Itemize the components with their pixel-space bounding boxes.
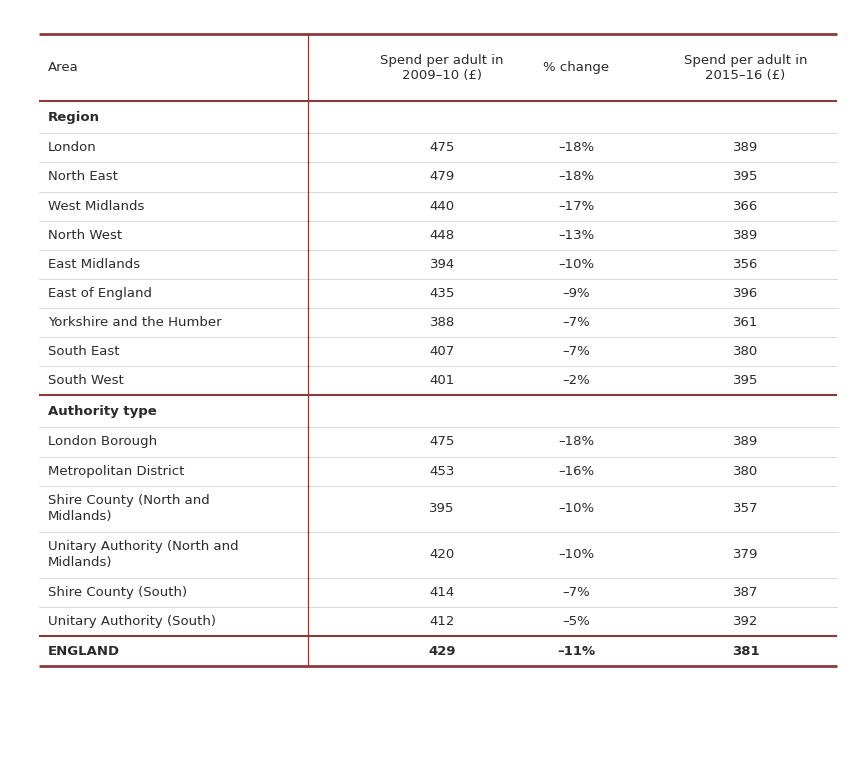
Text: –2%: –2% [563, 375, 590, 387]
Text: –10%: –10% [558, 258, 595, 270]
Text: 412: 412 [429, 615, 455, 627]
Text: 475: 475 [429, 142, 455, 154]
Text: 475: 475 [429, 436, 455, 448]
Text: –17%: –17% [558, 200, 595, 212]
Text: 380: 380 [733, 345, 759, 358]
Text: –18%: –18% [558, 171, 595, 183]
Text: 389: 389 [733, 436, 759, 448]
Text: 429: 429 [428, 645, 456, 657]
Text: –16%: –16% [558, 465, 595, 477]
Text: –7%: –7% [563, 345, 590, 358]
Text: –11%: –11% [557, 645, 596, 657]
Text: London: London [48, 142, 96, 154]
Text: East of England: East of England [48, 287, 152, 300]
Text: Unitary Authority (North and
Midlands): Unitary Authority (North and Midlands) [48, 540, 238, 569]
Text: Region: Region [48, 111, 100, 123]
Text: South West: South West [48, 375, 123, 387]
Text: Area: Area [48, 61, 78, 74]
Text: 420: 420 [429, 548, 455, 561]
Text: Spend per adult in
2009–10 (£): Spend per adult in 2009–10 (£) [381, 54, 504, 82]
Text: 448: 448 [430, 229, 454, 241]
Text: % change: % change [544, 61, 610, 74]
Text: 357: 357 [733, 502, 759, 515]
Text: 440: 440 [430, 200, 454, 212]
Text: East Midlands: East Midlands [48, 258, 140, 270]
Text: 356: 356 [733, 258, 759, 270]
Text: North East: North East [48, 171, 118, 183]
Text: Shire County (South): Shire County (South) [48, 586, 186, 598]
Text: Authority type: Authority type [48, 405, 156, 417]
Text: 387: 387 [733, 586, 759, 598]
Text: 407: 407 [429, 345, 455, 358]
Text: 381: 381 [732, 645, 759, 657]
Text: –10%: –10% [558, 502, 595, 515]
Text: –10%: –10% [558, 548, 595, 561]
Text: 479: 479 [429, 171, 455, 183]
Text: 394: 394 [429, 258, 455, 270]
Text: 389: 389 [733, 229, 759, 241]
Text: –7%: –7% [563, 316, 590, 329]
Text: –18%: –18% [558, 142, 595, 154]
Text: 396: 396 [733, 287, 759, 300]
Text: ENGLAND: ENGLAND [48, 645, 120, 657]
Text: 389: 389 [733, 142, 759, 154]
Text: 388: 388 [429, 316, 455, 329]
Text: Unitary Authority (South): Unitary Authority (South) [48, 615, 216, 627]
Text: 401: 401 [429, 375, 455, 387]
Text: 361: 361 [733, 316, 759, 329]
Text: 395: 395 [429, 502, 455, 515]
Text: –18%: –18% [558, 436, 595, 448]
Text: 380: 380 [733, 465, 759, 477]
Text: Yorkshire and the Humber: Yorkshire and the Humber [48, 316, 221, 329]
Text: South East: South East [48, 345, 119, 358]
Text: 435: 435 [429, 287, 455, 300]
Text: West Midlands: West Midlands [48, 200, 144, 212]
Text: 395: 395 [733, 171, 759, 183]
Text: Shire County (North and
Midlands): Shire County (North and Midlands) [48, 494, 210, 523]
Text: Spend per adult in
2015–16 (£): Spend per adult in 2015–16 (£) [684, 54, 807, 82]
Text: –7%: –7% [563, 586, 590, 598]
Text: –13%: –13% [558, 229, 595, 241]
Text: 414: 414 [429, 586, 455, 598]
Text: 366: 366 [733, 200, 759, 212]
Text: –5%: –5% [563, 615, 590, 627]
Text: 379: 379 [733, 548, 759, 561]
Text: 395: 395 [733, 375, 759, 387]
Text: London Borough: London Borough [48, 436, 157, 448]
Text: –9%: –9% [563, 287, 590, 300]
Text: 453: 453 [429, 465, 455, 477]
Text: 392: 392 [733, 615, 759, 627]
Text: Metropolitan District: Metropolitan District [48, 465, 184, 477]
Text: North West: North West [48, 229, 121, 241]
